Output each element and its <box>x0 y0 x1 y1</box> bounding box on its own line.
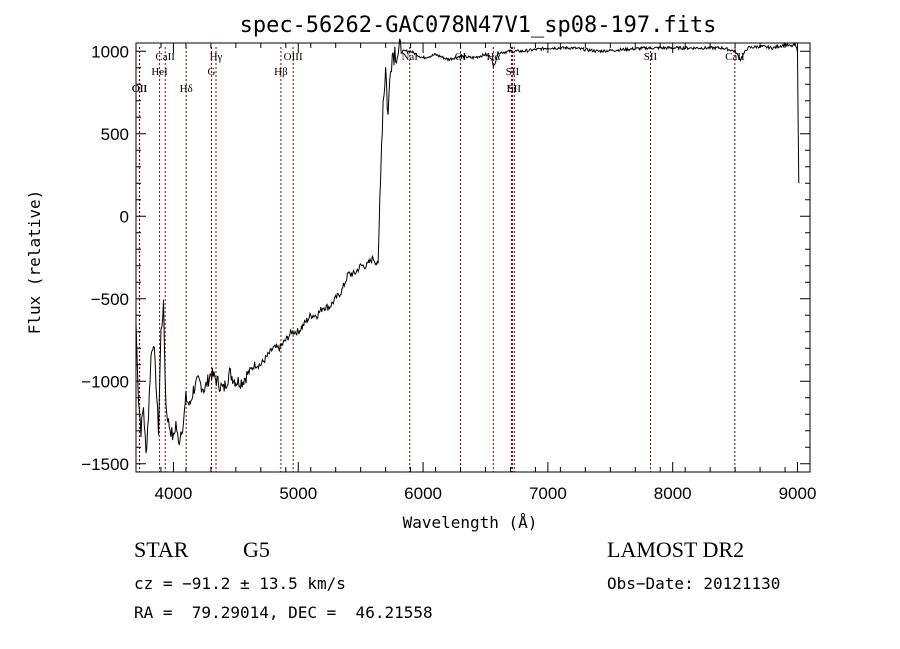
x-tick-label: 5000 <box>279 484 317 503</box>
x-tick-label: 7000 <box>529 484 567 503</box>
x-tick-label: 8000 <box>654 484 692 503</box>
y-tick-label: 1000 <box>91 42 129 61</box>
line-marker-label: CaII <box>155 51 175 63</box>
line-marker-label: Hδ <box>180 83 193 95</box>
x-axis-label: Wavelength (Å) <box>403 513 538 532</box>
line-marker-label: OII <box>132 83 148 95</box>
y-tick-label: 0 <box>120 207 129 226</box>
line-marker-label: OIII <box>284 51 303 63</box>
line-marker-label: OI <box>455 51 467 63</box>
x-axis-ticks: 4000 5000 6000 7000 8000 9000 <box>135 43 817 503</box>
redshift-readout: cz = −91.2 ± 13.5 km/s <box>134 574 346 593</box>
line-marker-label: SII <box>506 66 520 78</box>
spectral-class: STAR <box>134 537 189 562</box>
x-tick-label: 4000 <box>155 484 193 503</box>
obs-date: Obs−Date: 20121130 <box>607 574 781 593</box>
y-tick-label: −1500 <box>81 455 129 474</box>
x-tick-label: 9000 <box>779 484 817 503</box>
x-tick-label: 6000 <box>404 484 442 503</box>
line-marker-label: Hγ <box>210 51 223 63</box>
spectral-subclass: G5 <box>243 537 270 562</box>
line-marker-label: Hα <box>486 51 500 63</box>
line-marker-label: Hβ <box>274 66 288 78</box>
y-axis-ticks: −1500 −1000 −500 0 500 1000 <box>81 42 810 474</box>
survey-label: LAMOST DR2 <box>607 537 745 562</box>
line-marker-label: SII <box>644 51 658 63</box>
y-tick-label: −1000 <box>81 372 129 391</box>
ra-dec-readout: RA = 79.29014, DEC = 46.21558 <box>134 603 433 622</box>
y-axis-label: Flux (relative) <box>25 190 44 335</box>
line-marker-label: G <box>208 66 216 78</box>
y-tick-label: −500 <box>91 290 129 309</box>
y-tick-label: 500 <box>101 125 129 144</box>
spectrum-series <box>135 38 800 454</box>
line-marker-label: Li <box>507 83 517 95</box>
line-marker-label: HeI <box>151 66 168 78</box>
plot-frame <box>135 42 811 473</box>
chart-title: spec-56262-GAC078N47V1_sp08-197.fits <box>240 13 717 38</box>
spectrum-line <box>135 38 800 454</box>
